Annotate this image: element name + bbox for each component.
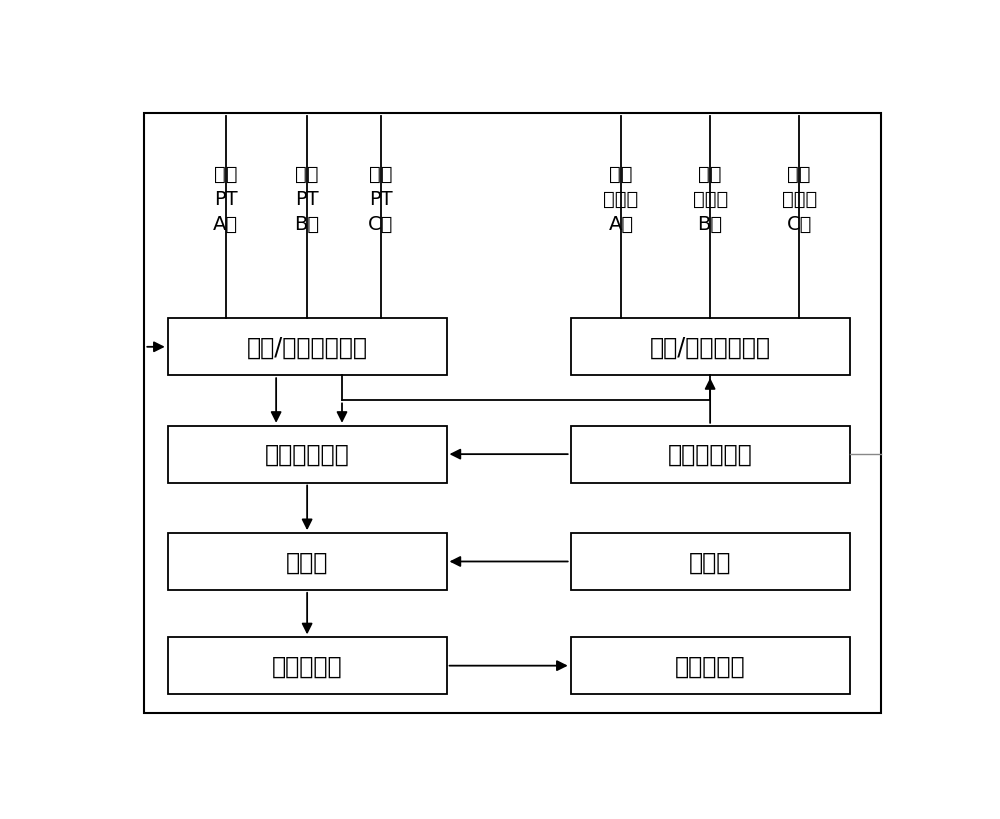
Bar (571, 533, 850, 590)
Text: 远程服务器: 远程服务器 (675, 654, 745, 678)
Bar (571, 426, 850, 483)
Text: 电压/电流监测装置: 电压/电流监测装置 (247, 336, 368, 360)
Text: 数据处理装置: 数据处理装置 (265, 442, 350, 467)
Text: 电压
互感器
C相: 电压 互感器 C相 (782, 165, 817, 233)
Text: 母线
PT
A相: 母线 PT A相 (213, 165, 238, 233)
Text: 电压/电流监测装置: 电压/电流监测装置 (650, 336, 771, 360)
Text: 交换机: 交换机 (286, 550, 328, 574)
Text: 电压
互感器
A相: 电压 互感器 A相 (603, 165, 639, 233)
Bar (168, 319, 447, 376)
Text: 本地服务器: 本地服务器 (272, 654, 342, 678)
Bar (168, 637, 447, 695)
Bar (168, 533, 447, 590)
Text: 母线
PT
B相: 母线 PT B相 (295, 165, 320, 233)
Text: 气象站: 气象站 (689, 550, 731, 574)
Bar (168, 426, 447, 483)
Text: 电压
互感器
B相: 电压 互感器 B相 (692, 165, 728, 233)
Text: 时钟同步装置: 时钟同步装置 (668, 442, 752, 467)
Bar (571, 319, 850, 376)
Text: 母线
PT
C相: 母线 PT C相 (368, 165, 393, 233)
Bar (571, 637, 850, 695)
